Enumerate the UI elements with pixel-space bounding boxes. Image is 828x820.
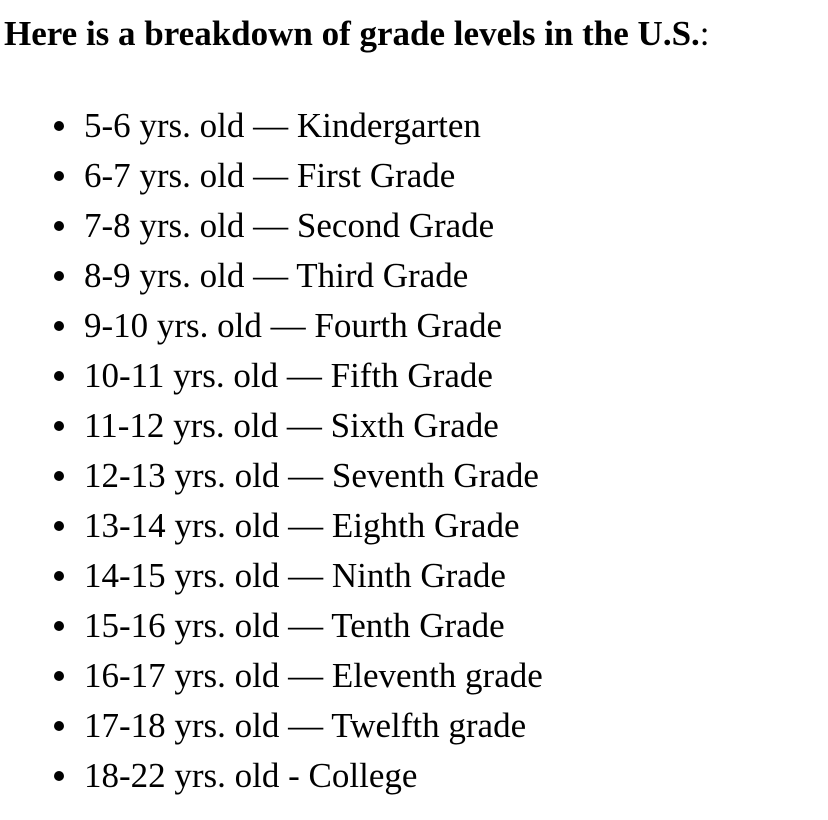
list-item-eighth-grade: 13-14 yrs. old — Eighth Grade xyxy=(54,501,543,551)
list-item-tenth-grade: 15-16 yrs. old — Tenth Grade xyxy=(54,601,543,651)
list-item-eleventh-grade: 16-17 yrs. old — Eleventh grade xyxy=(54,651,543,701)
grade-level-list: 5-6 yrs. old — Kindergarten 6-7 yrs. old… xyxy=(0,101,543,801)
list-item-fourth-grade: 9-10 yrs. old — Fourth Grade xyxy=(54,301,543,351)
intro-colon: : xyxy=(699,14,710,53)
list-item-sixth-grade: 11-12 yrs. old — Sixth Grade xyxy=(54,401,543,451)
list-item-third-grade: 8-9 yrs. old — Third Grade xyxy=(54,251,543,301)
list-item-kindergarten: 5-6 yrs. old — Kindergarten xyxy=(54,101,543,151)
intro-heading-bold: Here is a breakdown of grade levels in t… xyxy=(4,14,700,53)
list-item-ninth-grade: 14-15 yrs. old — Ninth Grade xyxy=(54,551,543,601)
list-item-second-grade: 7-8 yrs. old — Second Grade xyxy=(54,201,543,251)
list-item-seventh-grade: 12-13 yrs. old — Seventh Grade xyxy=(54,451,543,501)
list-item-fifth-grade: 10-11 yrs. old — Fifth Grade xyxy=(54,351,543,401)
intro-paragraph: Here is a breakdown of grade levels in t… xyxy=(4,14,710,54)
list-item-twelfth-grade: 17-18 yrs. old — Twelfth grade xyxy=(54,701,543,751)
list-item-first-grade: 6-7 yrs. old — First Grade xyxy=(54,151,543,201)
list-item-college: 18-22 yrs. old - College xyxy=(54,751,543,801)
